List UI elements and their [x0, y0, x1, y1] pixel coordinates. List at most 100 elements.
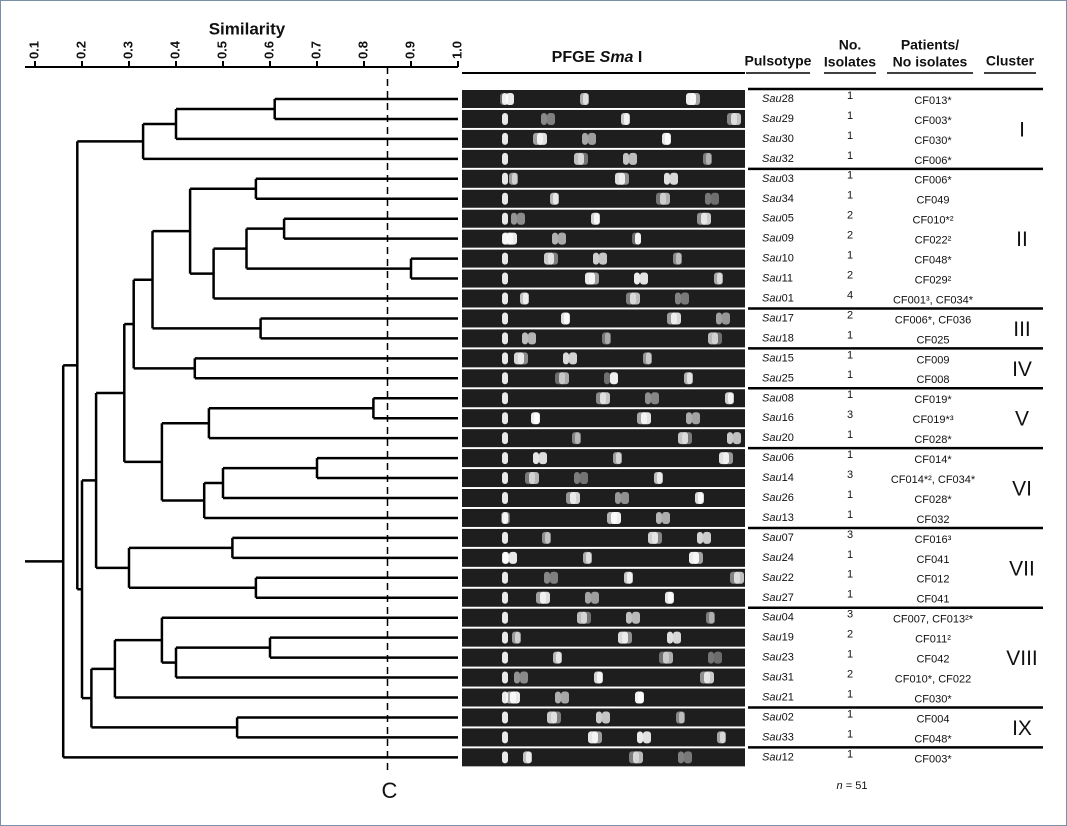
gel-lane	[462, 90, 745, 108]
gel-band	[660, 192, 670, 205]
gel-band	[731, 112, 741, 125]
x-tick-label: 0.2	[73, 41, 88, 59]
gel-band	[664, 172, 670, 185]
gel-band	[539, 452, 547, 465]
gel-band	[537, 132, 547, 145]
axis-title: Similarity	[209, 19, 286, 38]
patients: CF019*³	[913, 414, 954, 426]
column-header: Isolates	[824, 54, 876, 70]
cluster-label: V	[1015, 408, 1029, 431]
gel-band	[676, 252, 682, 265]
gel-well	[502, 671, 508, 684]
gel-band	[705, 192, 711, 205]
gel-band	[529, 472, 539, 485]
patients: CF014*	[914, 454, 952, 466]
gel-band	[602, 332, 610, 345]
isolates: 2	[847, 668, 853, 680]
gel-band	[507, 232, 517, 245]
gel-band	[641, 412, 651, 425]
gel-band	[708, 651, 714, 664]
gel-band	[673, 252, 681, 265]
gel-well	[502, 432, 508, 445]
cutoff-label: C	[382, 778, 398, 803]
gel-band	[671, 312, 681, 325]
isolates: 1	[847, 569, 853, 581]
gel-band	[510, 691, 520, 704]
gel-band	[552, 232, 558, 245]
patients: CF049	[916, 195, 949, 207]
patients: CF032	[916, 514, 949, 526]
x-tick-label: 0.4	[167, 40, 182, 59]
gel-band	[533, 452, 539, 465]
gel-band	[547, 112, 555, 125]
gel-well	[502, 472, 508, 485]
gel-band	[564, 312, 570, 325]
gel-band	[723, 452, 733, 465]
gel-band	[712, 332, 722, 345]
patients: CF006*	[914, 155, 952, 167]
gel-band	[681, 292, 689, 305]
pulsotype: Sau10	[762, 253, 794, 265]
gel-well	[502, 172, 508, 185]
isolates: 1	[847, 449, 853, 461]
pulsotype: Sau14	[762, 472, 794, 484]
patients: CF042	[916, 654, 949, 666]
gel-band	[727, 432, 733, 445]
gel-band	[733, 432, 741, 445]
gel-lane	[462, 648, 745, 667]
gel-band	[544, 252, 554, 265]
pulsotype: Sau32	[762, 153, 794, 165]
patients: CF030*	[914, 135, 952, 147]
isolates: 1	[847, 708, 853, 720]
gel-band	[585, 591, 591, 604]
gel-lane	[462, 608, 745, 627]
column-header: Patients/	[901, 37, 959, 53]
patients: CF007, CF013²*	[893, 614, 974, 626]
gel-well	[502, 132, 508, 145]
pulsotype: Sau26	[762, 492, 794, 504]
pulsotype: Sau30	[762, 133, 794, 145]
patients: CF003*	[914, 753, 952, 765]
gel-band	[678, 751, 684, 764]
gel-well	[502, 591, 508, 604]
gel-band	[580, 472, 588, 485]
patients: CF006*	[914, 175, 952, 187]
gel-band	[591, 591, 599, 604]
x-tick-label: 0.7	[308, 41, 323, 59]
gel-band	[728, 392, 734, 405]
dendrogram	[25, 97, 458, 759]
gel-lane	[462, 668, 745, 687]
pulsotype: Sau11	[762, 272, 793, 284]
gel-band	[570, 492, 580, 504]
isolates: 3	[847, 469, 853, 481]
gel-well	[502, 651, 508, 664]
patients: CF016³	[915, 534, 952, 546]
gel-band	[550, 571, 558, 584]
isolates: 2	[847, 629, 853, 641]
gel-band	[551, 711, 561, 724]
gel-well	[502, 372, 508, 385]
pulsotype: Sau21	[762, 691, 794, 703]
gel-band	[626, 611, 632, 624]
gel-well	[502, 192, 508, 205]
cluster-label: III	[1013, 318, 1031, 341]
gel-band	[662, 511, 670, 524]
x-tick-label: 0.5	[214, 41, 229, 59]
gel-band	[588, 132, 596, 145]
gel-band	[597, 671, 603, 684]
gel-band	[520, 671, 528, 684]
pulsotype: Sau18	[762, 332, 794, 344]
patients: CF006*, CF036	[895, 314, 971, 326]
gel-band	[656, 511, 662, 524]
gel-band	[643, 731, 651, 744]
gel-band	[716, 312, 722, 325]
gel-lane	[462, 189, 745, 208]
gel-band	[630, 292, 640, 305]
pulsotype: Sau19	[762, 632, 794, 644]
gel-band	[627, 571, 633, 584]
isolates: 1	[847, 389, 853, 401]
gel-band	[633, 751, 643, 764]
gel-band	[514, 352, 524, 365]
gel-band	[515, 631, 521, 644]
